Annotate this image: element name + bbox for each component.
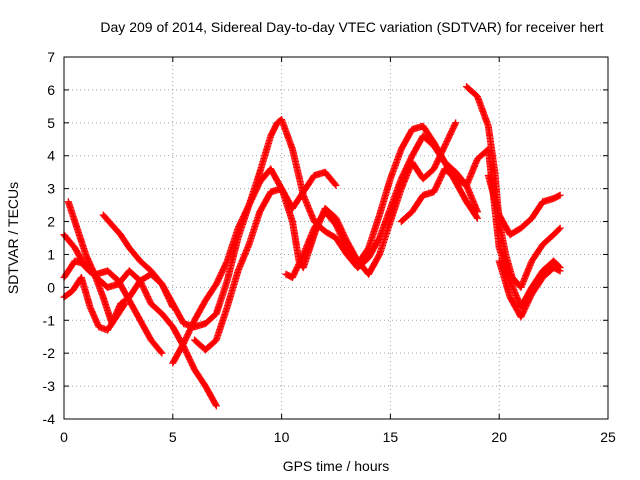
x-tick-label: 0 [60, 429, 68, 445]
x-tick-label: 20 [491, 429, 507, 445]
series-track [463, 83, 564, 291]
data-point [556, 224, 564, 232]
y-tick-label: 0 [47, 279, 55, 295]
x-tick-label: 25 [600, 429, 616, 445]
y-tick-label: -2 [43, 345, 56, 361]
data-point [157, 348, 165, 356]
data-point [121, 300, 129, 308]
data-point [555, 266, 563, 274]
y-tick-label: 7 [47, 49, 55, 65]
series-track [282, 122, 481, 281]
data-point [212, 402, 220, 410]
data-point [120, 301, 128, 309]
series-track [169, 116, 481, 367]
series-track [484, 171, 564, 239]
y-tick-label: 4 [47, 148, 55, 164]
series-track [495, 257, 564, 321]
data-point [556, 267, 564, 275]
y-tick-label: -1 [43, 312, 56, 328]
plot-frame [63, 56, 609, 420]
y-tick-label: -4 [43, 411, 56, 427]
y-tick-label: -3 [43, 378, 56, 394]
x-tick-label: 5 [169, 429, 177, 445]
x-tick-label: 15 [383, 429, 399, 445]
y-axis-label: SDTVAR / TECUs [5, 182, 21, 294]
y-tick-label: 3 [47, 181, 55, 197]
y-tick-label: 6 [47, 82, 55, 98]
data-point [332, 181, 340, 189]
data-point [473, 213, 481, 221]
data-point [158, 349, 166, 357]
data-point [555, 225, 563, 233]
axis-ticks: 0 5 10 15 20 25 -4 -3 -2 -1 0 1 2 3 4 5 6 7 [43, 49, 616, 445]
data-point [556, 191, 564, 199]
y-tick-label: 1 [47, 246, 55, 262]
x-tick-label: 10 [274, 429, 290, 445]
y-tick-label: 5 [47, 115, 55, 131]
data-point [451, 120, 459, 128]
x-axis-label: GPS time / hours [283, 458, 390, 474]
y-tick-label: 2 [47, 214, 55, 230]
series-track [60, 273, 129, 334]
data-points [60, 83, 564, 410]
data-point [452, 119, 460, 127]
data-point [555, 192, 563, 200]
series-track [60, 257, 166, 357]
data-point [473, 214, 481, 222]
data-point [331, 180, 339, 188]
data-point [212, 401, 220, 409]
series-track [191, 119, 460, 354]
chart-title: Day 209 of 2014, Sidereal Day-to-day VTE… [100, 19, 603, 35]
